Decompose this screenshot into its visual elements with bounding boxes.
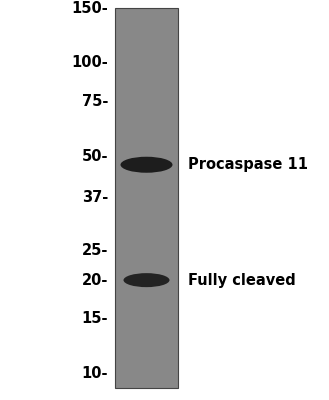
Text: 10-: 10- xyxy=(82,366,108,381)
Text: 15-: 15- xyxy=(82,312,108,326)
Text: 20-: 20- xyxy=(82,273,108,288)
Text: 50-: 50- xyxy=(82,149,108,164)
Text: 37-: 37- xyxy=(82,190,108,204)
Text: 150-: 150- xyxy=(71,0,108,16)
Text: Procaspase 11: Procaspase 11 xyxy=(188,157,308,172)
Ellipse shape xyxy=(123,273,169,287)
Text: 75-: 75- xyxy=(82,94,108,109)
Text: 100-: 100- xyxy=(71,55,108,70)
Text: Fully cleaved: Fully cleaved xyxy=(188,273,296,288)
Ellipse shape xyxy=(120,157,172,173)
Bar xyxy=(115,8,178,388)
Text: 25-: 25- xyxy=(82,242,108,258)
